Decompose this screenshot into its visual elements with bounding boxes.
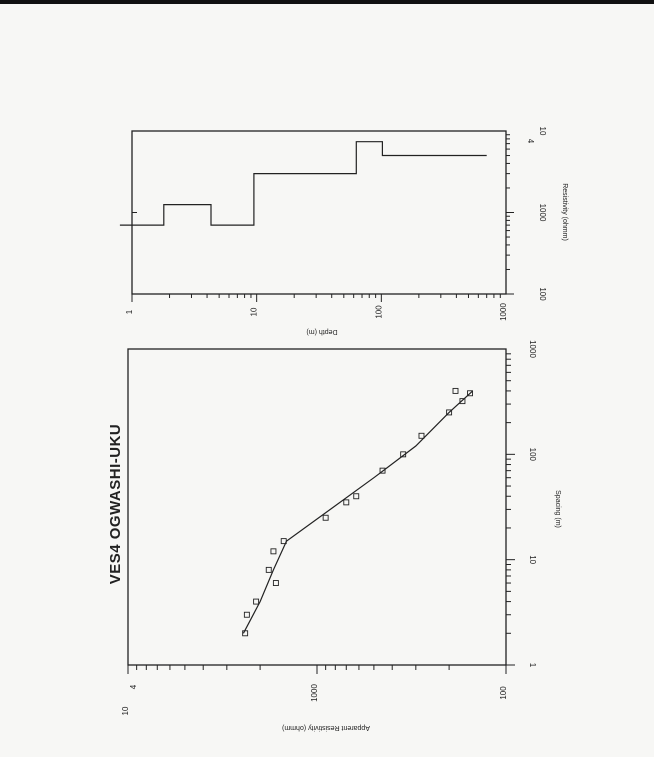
layer-model-depth-tick-label: 1000 — [499, 303, 508, 321]
data-point — [353, 493, 360, 500]
data-point — [243, 611, 250, 618]
y-axis-label-layer-model: Resistivity (ohmm) — [561, 183, 568, 241]
data-point — [253, 598, 260, 605]
layer-model-plot-ticks — [131, 134, 514, 302]
data-point — [446, 409, 453, 416]
data-point — [242, 630, 249, 637]
data-point — [418, 432, 425, 439]
model-fit-curve — [242, 390, 474, 634]
layer-model-depth-tick-label: 100 — [374, 305, 383, 319]
layer-model-resistivity-tick-label: 10 — [538, 127, 547, 136]
resistivity-plot-frame — [127, 348, 507, 666]
layer-model-step-line — [119, 141, 487, 226]
resistivity-plot-y-tick-label: 10 — [121, 706, 130, 715]
layer-model-resistivity-tick-label: 4 — [526, 139, 535, 144]
data-point — [265, 566, 272, 573]
x-axis-label-layer-model: Depth (m) — [306, 328, 337, 335]
data-point — [379, 467, 386, 474]
data-point — [467, 390, 473, 397]
data-point — [400, 451, 407, 458]
chart-title: VES4 OGWASHI-UKU — [107, 424, 124, 585]
resistivity-plot-y-tick-label: 1000 — [310, 684, 319, 702]
layer-model-depth-tick-label: 1 — [125, 309, 134, 314]
layer-model-depth-tick-label: 10 — [250, 307, 259, 316]
layer-model-resistivity-tick-label: 1000 — [538, 204, 547, 222]
data-point — [322, 514, 329, 521]
data-point — [280, 538, 287, 545]
data-point — [459, 398, 466, 405]
y-axis-label-resistivity-plot: Apparent Resistivity (ohmm) — [282, 724, 370, 731]
data-point — [272, 580, 279, 586]
resistivity-plot-x-tick-label: 10 — [528, 555, 537, 564]
resistivity-plot-x-tick-label: 100 — [528, 448, 537, 462]
resistivity-plot-y-tick-label: 100 — [499, 686, 508, 700]
data-point — [270, 548, 277, 555]
resistivity-plot-x-tick-label: 1000 — [528, 340, 537, 358]
data-point — [452, 387, 459, 394]
resistivity-plot-x-tick-label: 1 — [528, 663, 537, 668]
resistivity-plot-ticks — [127, 353, 515, 674]
layer-model-resistivity-tick-label: 100 — [538, 287, 547, 301]
resistivity-plot-y-tick-label: 4 — [129, 684, 138, 689]
field-data-points — [242, 387, 473, 637]
resistivity-plot-tick-labels: 1 10 100 1000 100 1000 10 4 — [121, 340, 537, 715]
x-axis-label-resistivity-plot: Spacing (m) — [554, 490, 561, 528]
data-point — [343, 499, 350, 506]
